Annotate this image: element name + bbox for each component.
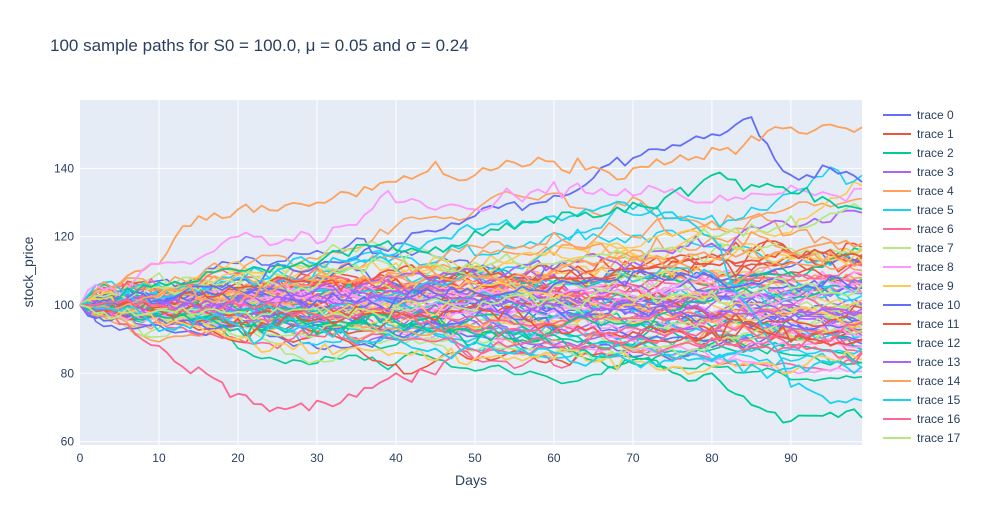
x-tick-label: 70 [626,451,640,465]
trace-line-8 [79,181,863,306]
legend-label: trace 7 [917,241,954,255]
legend-item-trace-3[interactable]: trace 3 [883,165,954,179]
legend-label: trace 6 [917,222,954,236]
legend-label: trace 9 [917,279,954,293]
legend-item-trace-6[interactable]: trace 6 [883,222,954,236]
legend-item-trace-4[interactable]: trace 4 [883,184,954,198]
x-tick-label: 10 [152,451,166,465]
legend-item-trace-0[interactable]: trace 0 [883,108,954,122]
sample-path-line [79,190,863,306]
trace-line-15 [79,301,863,379]
trace-line-12 [79,171,863,312]
legend-label: trace 8 [917,260,954,274]
legend-label: trace 1 [917,127,954,141]
y-tick-label: 60 [61,435,75,449]
axis-ticks: 0 10 20 30 40 50 60 70 80 90 60 80 100 120 140 [54,161,798,465]
x-tick-label: 60 [547,451,561,465]
sample-path-line [79,284,863,319]
y-tick-label: 100 [54,298,74,312]
legend-item-trace-15[interactable]: trace 15 [883,393,961,407]
legend-item-trace-5[interactable]: trace 5 [883,203,954,217]
legend-item-trace-13[interactable]: trace 13 [883,355,961,369]
legend-item-trace-12[interactable]: trace 12 [883,336,961,350]
trace-line-0 [79,116,863,308]
legend-label: trace 15 [917,393,961,407]
sample-paths [79,116,863,424]
sample-path-line [79,284,863,343]
legend-label: trace 12 [917,336,961,350]
trace-line-4 [79,123,863,306]
y-axis-title: stock_price [20,236,36,307]
trace-line-9 [79,295,863,376]
legend-item-trace-8[interactable]: trace 8 [883,260,954,274]
y-tick-label: 80 [61,366,75,380]
legend-label: trace 3 [917,165,954,179]
legend-label: trace 16 [917,412,961,426]
x-tick-label: 90 [784,451,798,465]
legend-label: trace 11 [917,317,960,331]
grid-lines [80,100,862,445]
legend-label: trace 17 [917,431,961,445]
legend-item-trace-10[interactable]: trace 10 [883,298,961,312]
x-tick-label: 0 [77,451,84,465]
y-tick-label: 140 [54,161,74,175]
trace-line-7 [79,203,863,306]
legend-item-trace-9[interactable]: trace 9 [883,279,954,293]
trace-line-11 [79,299,863,346]
legend-label: trace 4 [917,184,954,198]
sample-path-line [79,251,863,306]
x-tick-label: 20 [231,451,245,465]
x-tick-label: 30 [310,451,324,465]
legend[interactable]: trace 0 trace 1 trace 2 trace 3 trace 4 trace… [883,108,961,445]
trace-line-3 [79,209,863,307]
trace-line-17 [79,277,863,321]
legend-item-trace-17[interactable]: trace 17 [883,431,961,445]
x-tick-label: 50 [468,451,482,465]
x-tick-label: 80 [705,451,719,465]
legend-item-trace-16[interactable]: trace 16 [883,412,961,426]
legend-item-trace-2[interactable]: trace 2 [883,146,954,160]
trace-line-14 [79,239,863,311]
legend-label: trace 5 [917,203,954,217]
trace-line-6 [79,304,863,413]
legend-label: trace 0 [917,108,954,122]
legend-label: trace 14 [917,374,961,388]
legend-item-trace-1[interactable]: trace 1 [883,127,954,141]
legend-item-trace-14[interactable]: trace 14 [883,374,961,388]
legend-item-trace-7[interactable]: trace 7 [883,241,954,255]
legend-label: trace 2 [917,146,954,160]
y-tick-label: 120 [54,230,74,244]
chart-title: 100 sample paths for S0 = 100.0, μ = 0.0… [50,36,469,55]
legend-item-trace-11[interactable]: trace 11 [883,317,960,331]
trace-line-10 [79,268,863,313]
x-axis-title: Days [455,472,487,488]
legend-label: trace 10 [917,298,961,312]
x-tick-label: 40 [389,451,403,465]
legend-label: trace 13 [917,355,961,369]
